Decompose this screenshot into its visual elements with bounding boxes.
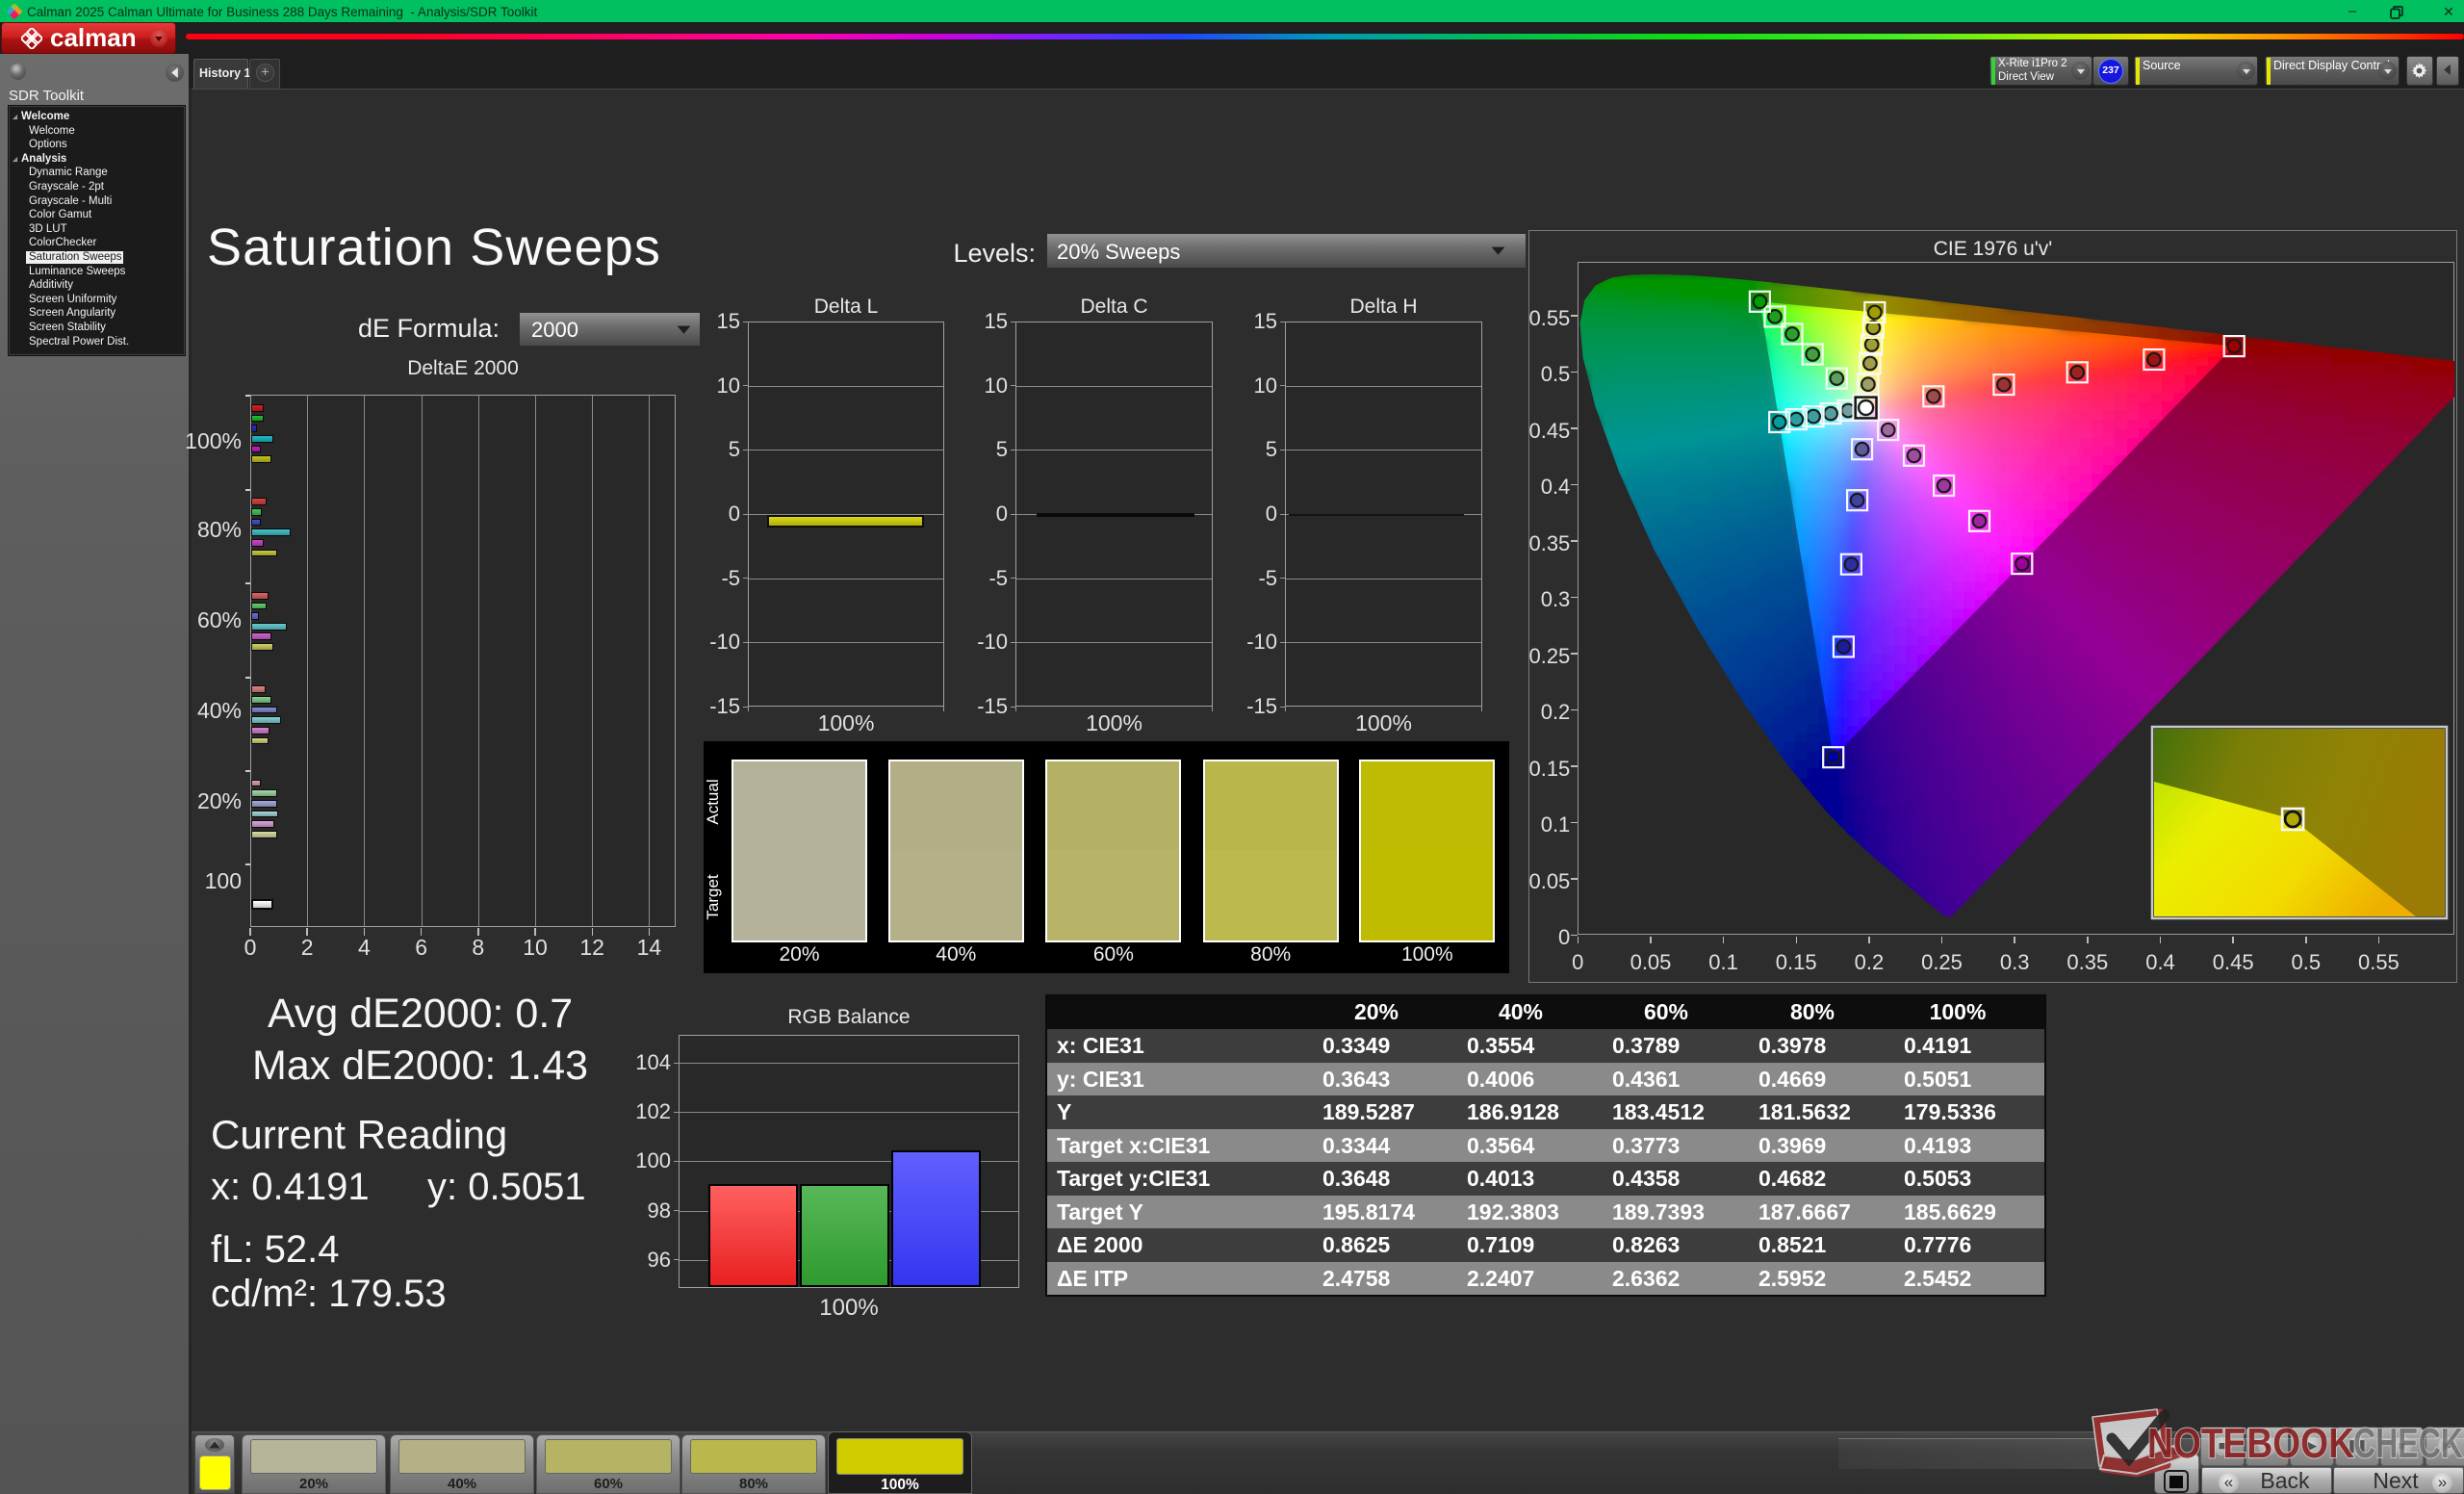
svg-text:CHECK: CHECK bbox=[2353, 1420, 2463, 1467]
svg-text:NOTEBOOK: NOTEBOOK bbox=[2147, 1420, 2354, 1467]
